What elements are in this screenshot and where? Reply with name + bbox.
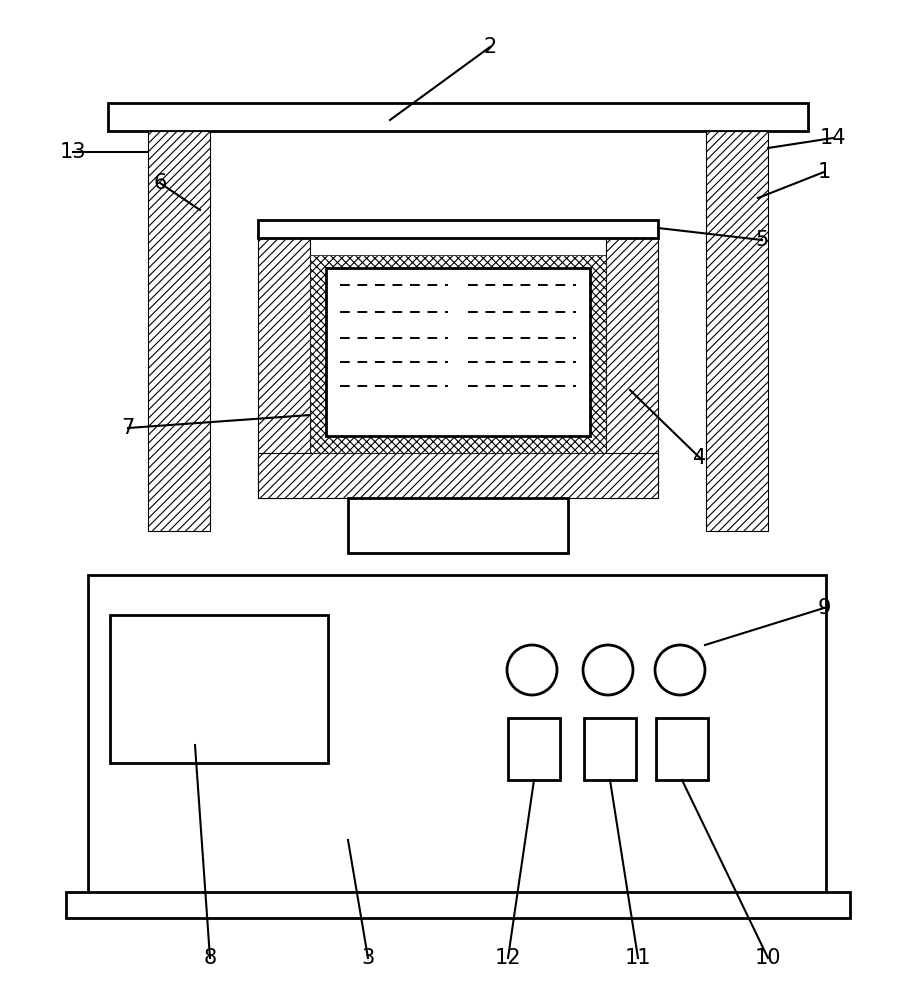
Bar: [66, 892, 850, 918]
Bar: [310, 255, 606, 453]
Bar: [88, 575, 826, 895]
Text: 5: 5: [756, 230, 768, 250]
Text: 6: 6: [153, 173, 167, 193]
Bar: [706, 131, 768, 531]
Text: 8: 8: [204, 948, 217, 968]
Bar: [584, 718, 636, 780]
Bar: [326, 268, 590, 436]
Bar: [148, 131, 210, 531]
Text: 11: 11: [625, 948, 651, 968]
Text: 3: 3: [362, 948, 375, 968]
Bar: [508, 718, 560, 780]
Bar: [606, 238, 658, 498]
Text: 12: 12: [495, 948, 521, 968]
Text: 14: 14: [820, 128, 846, 148]
Bar: [656, 718, 708, 780]
Bar: [258, 220, 658, 238]
Text: 2: 2: [484, 37, 497, 57]
Text: 4: 4: [693, 448, 707, 468]
Text: 9: 9: [817, 598, 831, 618]
Text: 13: 13: [60, 142, 86, 162]
Bar: [348, 498, 568, 553]
Bar: [108, 103, 808, 131]
Bar: [110, 615, 328, 763]
Text: 10: 10: [755, 948, 781, 968]
Text: 7: 7: [121, 418, 135, 438]
Bar: [258, 453, 658, 498]
Bar: [310, 238, 606, 453]
Bar: [258, 238, 310, 498]
Text: 1: 1: [817, 162, 831, 182]
